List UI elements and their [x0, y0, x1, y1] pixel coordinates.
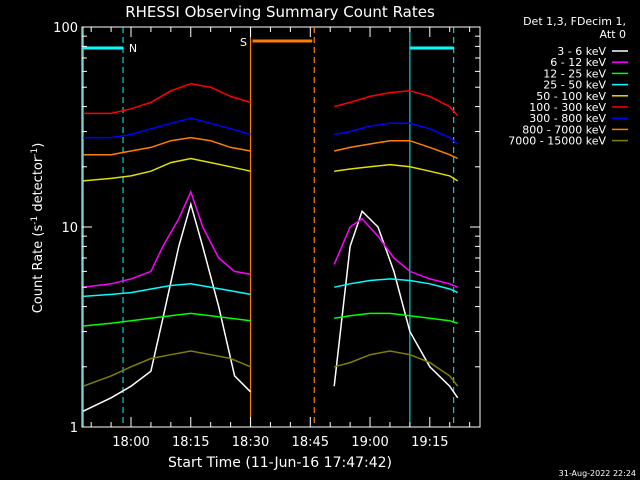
legend-label: 12 - 25 keV [543, 67, 606, 80]
legend-label: 50 - 100 keV [536, 90, 606, 103]
series-line [82, 350, 251, 387]
legend-label: 3 - 6 keV [557, 45, 606, 58]
y-axis-label-sup: -1 [30, 216, 40, 225]
generation-timestamp: 31-Aug-2022 22:24 [559, 469, 636, 478]
series-line [334, 90, 459, 117]
chart-title: RHESSI Observing Summary Count Rates [125, 3, 435, 21]
y-axis-label: Count Rate (s-1 detector-1) [30, 143, 46, 314]
legend-header-line-1: Det 1,3, FDecim 1, [523, 15, 626, 28]
legend-header-line-2: Att 0 [600, 28, 626, 41]
x-tick-label: 18:30 [232, 435, 269, 450]
legend-label: 100 - 300 keV [529, 101, 606, 114]
series-line [334, 163, 459, 182]
y-tick-label: 100 [53, 21, 78, 36]
series-line [334, 312, 458, 325]
y-axis-label-end: ) [31, 143, 46, 148]
series-line [83, 136, 251, 156]
x-tick-label: 18:15 [172, 435, 209, 450]
y-axis-label-mid: detector [31, 156, 46, 216]
series-line [334, 139, 459, 160]
series-line [83, 83, 251, 115]
x-tick-label: 19:00 [351, 435, 388, 450]
series-line [83, 157, 251, 182]
series-line [334, 350, 459, 387]
x-tick-label: 18:00 [112, 435, 149, 450]
x-tick-label: 18:45 [292, 435, 329, 450]
axis-tick-labels: 1 10 100 18:00 18:15 18:30 18:45 19:00 19:15 [53, 21, 448, 450]
series-line [333, 209, 459, 399]
y-axis-label-sup2: -1 [30, 148, 40, 157]
y-tick-label: 1 [70, 421, 78, 436]
legend-label: 25 - 50 keV [543, 79, 606, 92]
series-line [82, 201, 252, 412]
plot-series [82, 83, 459, 412]
night-label: N [129, 42, 137, 55]
series-line [334, 278, 459, 294]
plot-frame [81, 26, 481, 428]
legend-label: 800 - 7000 keV [522, 123, 606, 136]
series-line [83, 189, 251, 288]
series-line [83, 312, 251, 327]
saa-label: S [240, 36, 247, 49]
y-tick-label: 10 [61, 221, 78, 236]
legend-label: 300 - 800 keV [529, 112, 606, 125]
x-axis-label: Start Time (11-Jun-16 17:47:42) [168, 455, 392, 471]
legend-label: 6 - 12 keV [550, 56, 606, 69]
series-line [83, 283, 251, 298]
legend-label: 7000 - 15000 keV [508, 135, 606, 148]
y-axis-label-start: Count Rate (s [31, 225, 46, 314]
series-line [83, 117, 251, 139]
x-tick-label: 19:15 [411, 435, 448, 450]
series-line [333, 217, 458, 288]
axis-ticks [82, 26, 480, 428]
series-line [334, 122, 459, 145]
